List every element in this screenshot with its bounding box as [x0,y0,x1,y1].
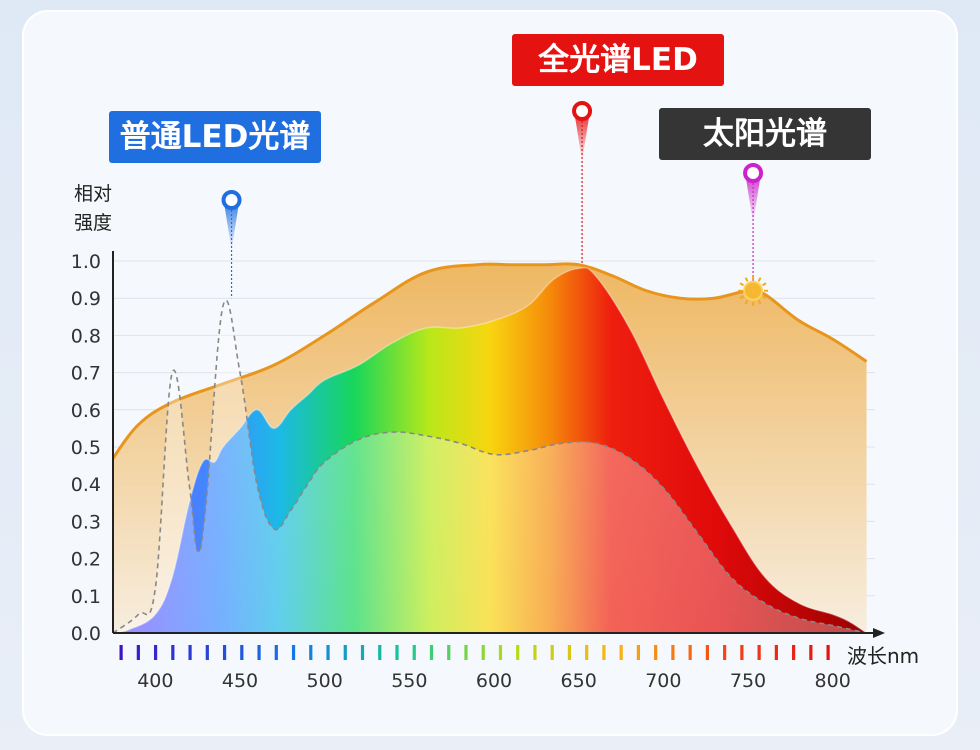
color-bar-mark [774,645,778,660]
color-bar-mark [326,645,330,660]
x-tick-label: 550 [391,670,427,692]
x-axis-label: 波长nm [847,644,920,668]
color-bar-mark [809,645,813,660]
color-bar-mark [447,645,451,660]
color-bar-mark [136,645,140,660]
color-bar-mark [481,645,485,660]
color-bar-mark [740,645,744,660]
color-bar-mark [757,645,761,660]
wavelength-color-bar [119,645,830,660]
sun-ray [757,299,762,305]
x-tick-label: 600 [476,670,512,692]
y-tick-label: 0.4 [71,474,101,496]
x-tick-label: 700 [645,670,681,692]
color-bar-mark [636,645,641,660]
sun-ray [739,295,745,300]
callout-markers [221,101,769,306]
sun-core [743,280,764,301]
color-bar-mark [171,645,175,660]
x-tick-label: 800 [815,670,851,692]
legend-label-full-spectrum-led: 全光谱LED [512,34,724,86]
y-tick-label: 0.9 [71,288,101,310]
y-tick-label: 0.1 [71,586,101,608]
color-bar-mark [378,645,382,660]
y-tick-label: 0.7 [71,363,101,385]
color-bar-mark [516,645,520,660]
full-spectrum-led-line [112,266,867,634]
tick-labels: 0.0 0.1 0.2 0.3 0.4 0.5 0.6 0.7 0.8 0.9 1.0 400 450 5… [71,251,851,692]
y-tick-label: 0.3 [71,511,101,533]
sun-ray [757,277,762,282]
legend-label-ordinary-led: 普通LED光谱 [109,111,321,163]
color-bar-mark [222,645,227,660]
color-bar-mark [464,645,468,660]
color-bar-mark [619,645,623,660]
sun-ray [762,282,767,287]
color-bar-mark [412,645,416,660]
legend-label-solar-spectrum: 太阳光谱 [659,108,871,160]
color-bar-mark [671,645,675,660]
x-tick-label: 500 [307,670,343,692]
color-bar-mark [291,645,296,660]
color-bar-mark [429,645,434,660]
color-bar-mark [240,645,244,660]
x-tick-label: 650 [561,670,597,692]
color-bar-mark [309,645,313,660]
y-tick-label: 0.8 [71,325,101,347]
series-areas [111,262,868,634]
color-bar-mark [826,645,830,660]
callout-pin-marker [743,163,764,183]
color-bar-mark [602,645,606,660]
sun-ray [744,299,749,305]
y-tick-label: 0.5 [71,437,101,459]
color-bar-mark [550,645,554,660]
y-tick-label: 1.0 [71,251,101,273]
color-bar-mark [585,645,589,660]
color-bar-mark [792,645,796,660]
y-tick-label: 0.0 [71,623,101,645]
color-bar-mark [723,645,727,660]
color-bar-mark [360,645,365,660]
color-bar-mark [343,645,347,660]
sun-ray [762,295,767,300]
sun-ray [744,277,749,282]
color-bar-mark [395,645,399,660]
x-tick-label: 450 [222,670,258,692]
color-bar-mark [274,645,278,660]
y-tick-label: 0.6 [71,400,101,422]
color-bar-mark [498,645,503,660]
color-bar-mark [205,645,209,660]
ordinary-led-line [112,299,867,634]
y-tick-label: 0.2 [71,549,101,571]
color-bar-mark [567,645,572,660]
color-bar-mark [188,645,192,660]
color-bar-mark [257,645,261,660]
color-bar-mark [705,645,709,660]
y-axis-label: 相对强度 [74,183,113,234]
color-bar-mark [533,645,537,660]
axes [112,251,885,638]
color-bar-mark [153,645,158,660]
sun-ray [739,282,745,287]
x-tick-label: 750 [730,670,766,692]
sun-icon [738,275,769,306]
ordinary-led-area [113,300,867,633]
x-tick-label: 400 [137,670,173,692]
color-bar-mark [119,645,123,660]
color-bar-mark [688,645,692,660]
x-axis-arrow [873,628,885,638]
callout-pin-marker [221,190,242,210]
callout-pin-marker [572,101,593,121]
color-bar-mark [654,645,658,660]
